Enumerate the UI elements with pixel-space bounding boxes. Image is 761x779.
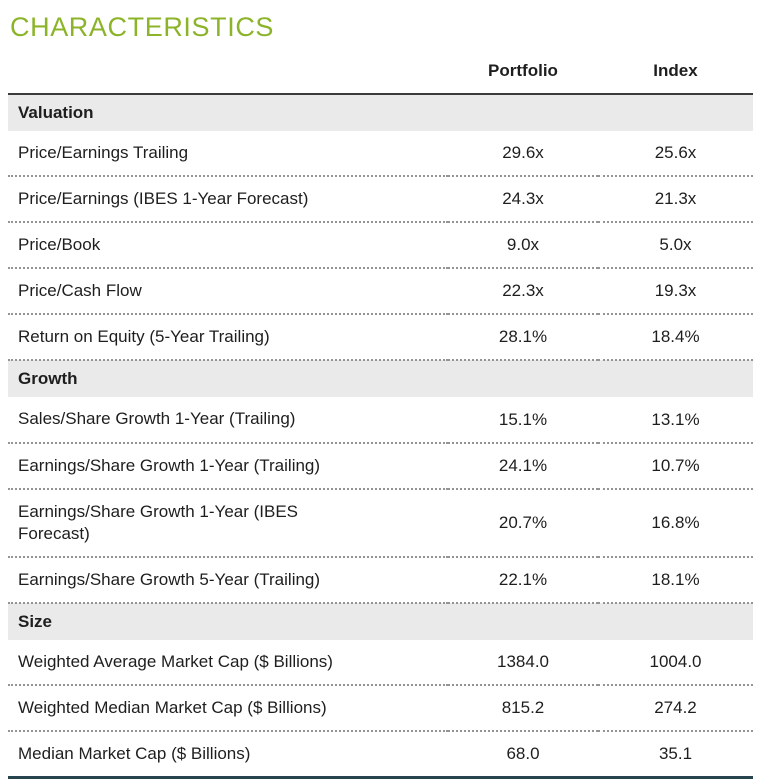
row-label: Price/Cash Flow [8, 268, 448, 316]
table-row: Price/Cash Flow 22.3x 19.3x [8, 268, 753, 316]
row-label: Return on Equity (5-Year Trailing) [8, 314, 448, 362]
index-value: 18.1% [598, 556, 753, 604]
index-value: 35.1 [658, 744, 693, 764]
index-value: 13.1% [598, 397, 753, 444]
row-label: Earnings/Share Growth 5-Year (Trailing) [8, 556, 448, 604]
portfolio-value: 9.0x [448, 222, 598, 270]
portfolio-value: 22.1% [448, 556, 598, 604]
row-label: Price/Book [8, 222, 448, 270]
portfolio-value: 1384.0 [448, 639, 598, 687]
portfolio-value: 28.1% [448, 314, 598, 362]
index-value: 21.3x [598, 176, 753, 224]
row-label: Price/Earnings Trailing [8, 131, 448, 178]
portfolio-value: 815.2 [448, 685, 598, 733]
row-label: Weighted Average Market Cap ($ Billions) [8, 639, 448, 687]
characteristics-table: Portfolio Index Valuation Price/Earnings… [8, 53, 753, 779]
table-header-row: Portfolio Index [8, 53, 753, 95]
table-row: Sales/Share Growth 1-Year (Trailing) 15.… [8, 397, 753, 444]
header-spacer [8, 53, 448, 95]
index-value: 10.7% [598, 442, 753, 490]
page-title: CHARACTERISTICS [10, 12, 275, 42]
section-title: Growth [8, 360, 753, 398]
table-row: Price/Earnings (IBES 1-Year Forecast) 24… [8, 176, 753, 224]
section-header-row: Size [8, 602, 753, 640]
row-label: Weighted Median Market Cap ($ Billions) [8, 685, 448, 733]
table-row: Earnings/Share Growth 5-Year (Trailing) … [8, 556, 753, 604]
row-label: Price/Earnings (IBES 1-Year Forecast) [8, 176, 448, 224]
section-title: Valuation [8, 94, 753, 131]
column-header-portfolio: Portfolio [448, 53, 598, 95]
portfolio-value: 24.1% [448, 442, 598, 490]
table-row: Median Market Cap ($ Billions) 68.0 35.1 [8, 731, 753, 778]
table-row: Earnings/Share Growth 1-Year (Trailing) … [8, 442, 753, 490]
section-header-row: Valuation [8, 94, 753, 131]
index-value: 25.6x [598, 131, 753, 178]
portfolio-value: 20.7% [448, 488, 598, 558]
portfolio-value: 22.3x [448, 268, 598, 316]
row-label: Sales/Share Growth 1-Year (Trailing) [8, 397, 448, 444]
portfolio-value: 24.3x [448, 176, 598, 224]
table-row: Weighted Median Market Cap ($ Billions) … [8, 685, 753, 733]
table-body: Valuation Price/Earnings Trailing 29.6x … [8, 94, 753, 778]
section-header-row: Growth [8, 360, 753, 398]
table-row: Price/Earnings Trailing 29.6x 25.6x [8, 131, 753, 178]
table-row: Earnings/Share Growth 1-Year (IBES Forec… [8, 488, 753, 558]
table-row: Weighted Average Market Cap ($ Billions)… [8, 639, 753, 687]
portfolio-value: 15.1% [448, 397, 598, 444]
index-value: 5.0x [598, 222, 753, 270]
portfolio-value: 68.0 [506, 744, 540, 764]
index-value: 19.3x [598, 268, 753, 316]
portfolio-value: 29.6x [448, 131, 598, 178]
row-label: Earnings/Share Growth 1-Year (IBES Forec… [8, 488, 448, 558]
section-title: Size [8, 602, 753, 640]
index-value: 16.8% [598, 488, 753, 558]
table-row: Return on Equity (5-Year Trailing) 28.1%… [8, 314, 753, 362]
column-header-index: Index [598, 53, 753, 95]
index-value: 18.4% [598, 314, 753, 362]
table-row: Price/Book 9.0x 5.0x [8, 222, 753, 270]
index-value: 1004.0 [598, 639, 753, 687]
row-label: Earnings/Share Growth 1-Year (Trailing) [8, 442, 448, 490]
row-label: Median Market Cap ($ Billions) [18, 744, 251, 764]
index-value: 274.2 [598, 685, 753, 733]
